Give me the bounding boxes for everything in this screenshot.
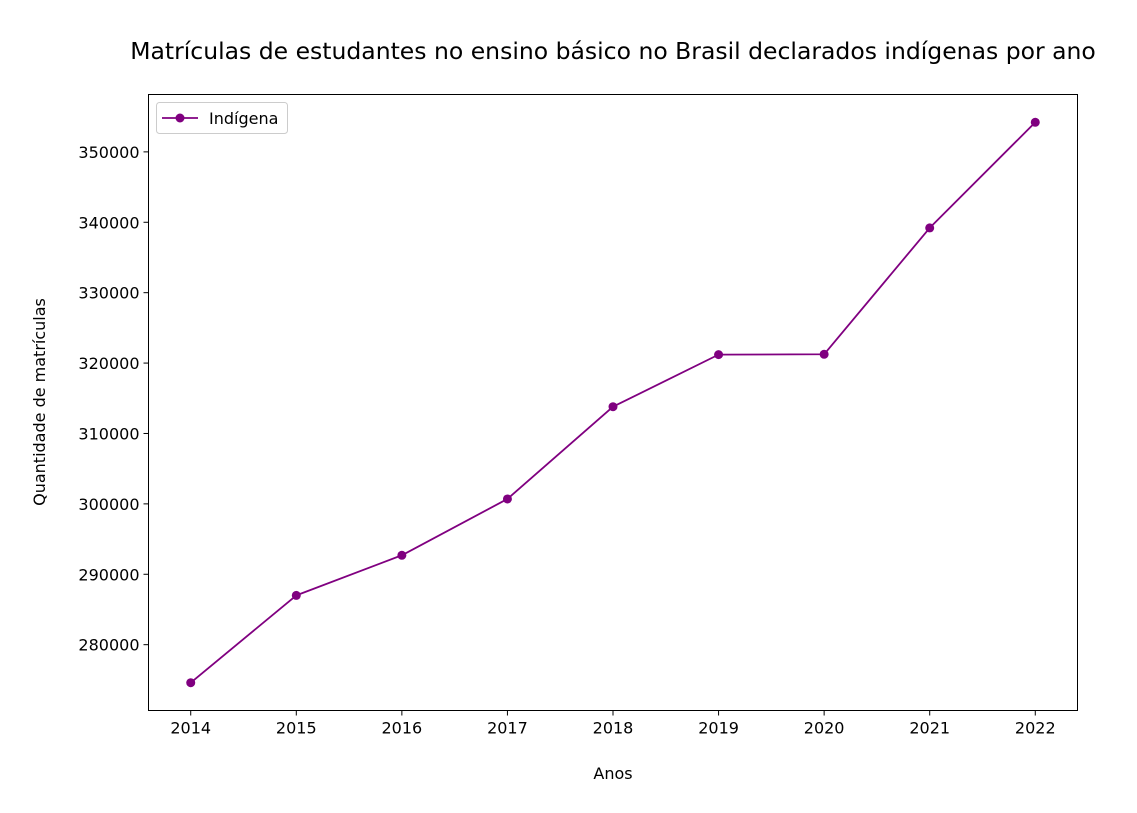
- data-point: [502, 494, 512, 504]
- y-axis: 280000 290000 300000 310000 320000 330000 3400…: [78, 143, 149, 655]
- data-point: [397, 550, 407, 560]
- series-layer: [186, 117, 1040, 688]
- y-tick-label: 330000: [78, 284, 139, 303]
- data-point: [819, 349, 829, 359]
- y-tick-label: 350000: [78, 143, 139, 162]
- data-point: [291, 590, 301, 600]
- y-tick-label: 340000: [78, 213, 139, 232]
- legend: Indígena: [156, 102, 288, 134]
- chart-title: Matrículas de estudantes no ensino básic…: [130, 37, 1096, 65]
- y-tick-label: 290000: [78, 565, 139, 584]
- data-point: [186, 678, 196, 688]
- x-axis: 2014 2015 2016 2017 2018 2019 2020 2021 2022: [170, 710, 1056, 738]
- x-axis-label: Anos: [593, 764, 632, 783]
- y-tick-label: 320000: [78, 354, 139, 373]
- x-tick-label: 2020: [804, 719, 845, 738]
- legend-frame: [156, 102, 288, 134]
- y-tick-label: 310000: [78, 424, 139, 443]
- x-tick-label: 2022: [1015, 719, 1056, 738]
- data-point: [1030, 117, 1040, 127]
- data-point: [714, 350, 724, 360]
- y-tick-label: 300000: [78, 495, 139, 514]
- y-axis-label: Quantidade de matrículas: [30, 298, 49, 506]
- data-point: [608, 402, 618, 412]
- x-tick-label: 2016: [382, 719, 423, 738]
- data-point: [925, 223, 935, 233]
- x-tick-label: 2014: [170, 719, 211, 738]
- legend-label: Indígena: [209, 109, 278, 128]
- x-tick-label: 2018: [593, 719, 634, 738]
- x-tick-label: 2017: [487, 719, 528, 738]
- x-tick-label: 2021: [909, 719, 950, 738]
- legend-marker-swatch: [175, 113, 185, 123]
- x-tick-label: 2019: [698, 719, 739, 738]
- y-tick-label: 280000: [78, 636, 139, 655]
- x-tick-label: 2015: [276, 719, 317, 738]
